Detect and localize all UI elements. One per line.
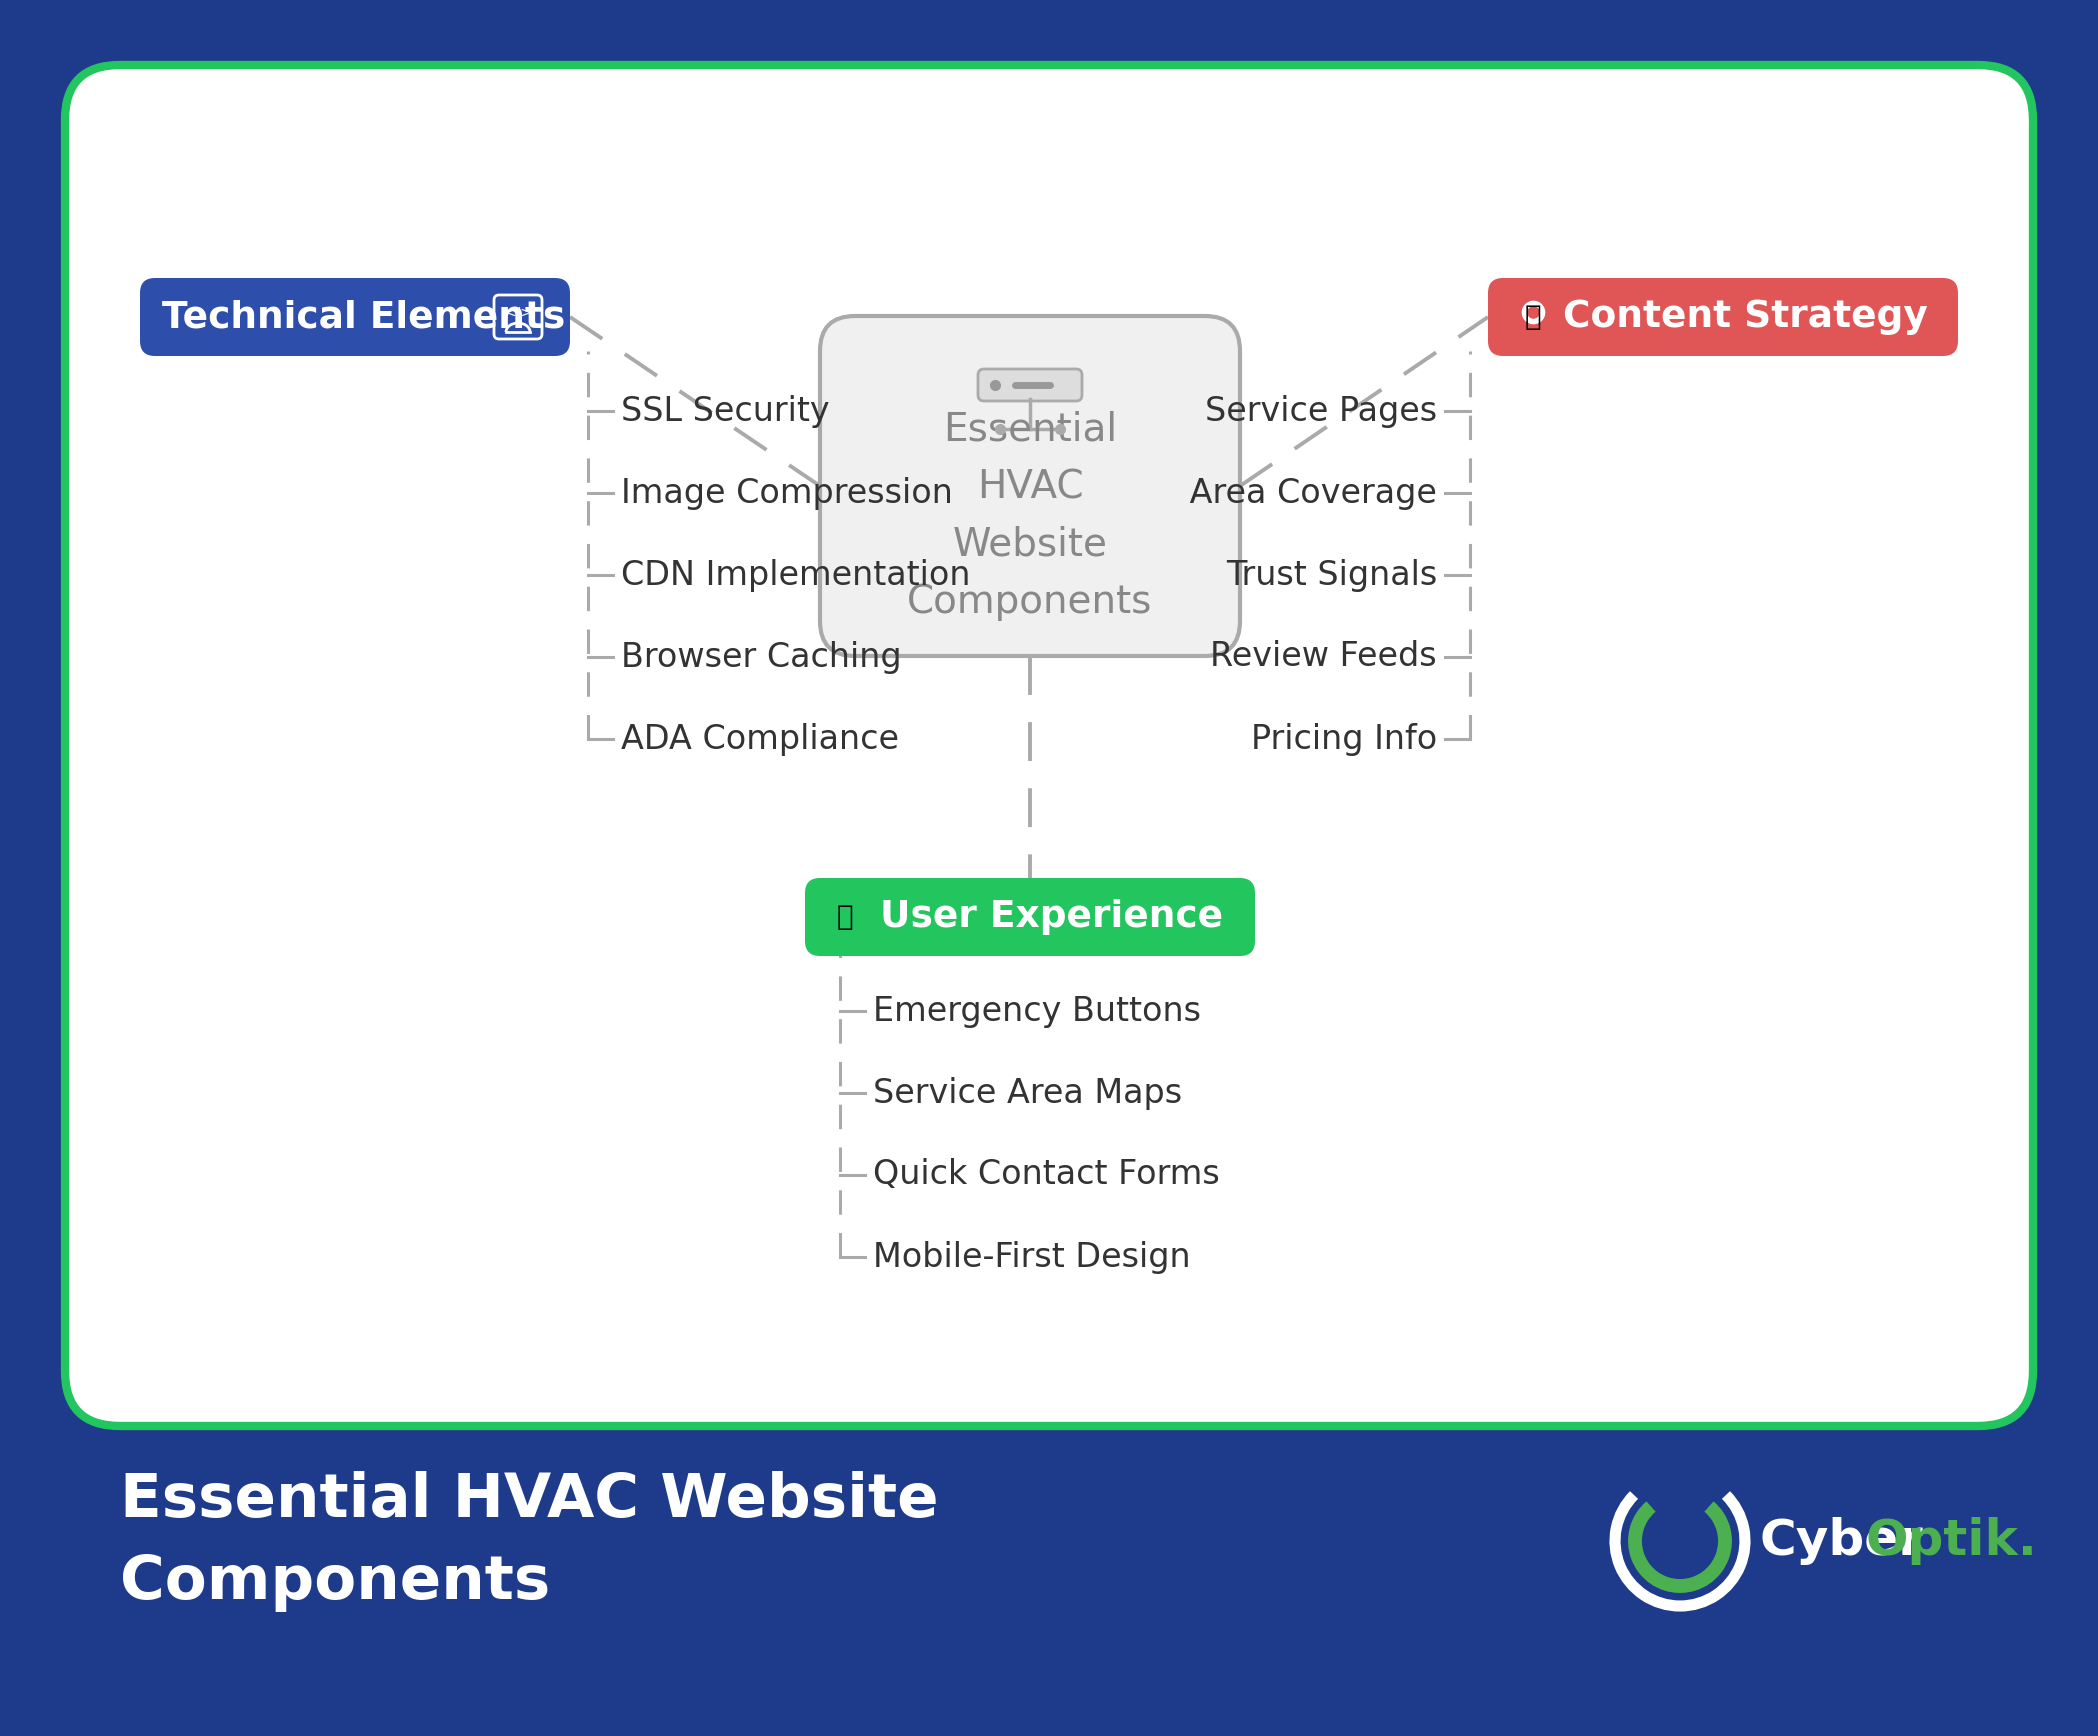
Text: ADA Compliance: ADA Compliance (621, 722, 900, 755)
Text: Technical Elements: Technical Elements (162, 299, 564, 335)
FancyBboxPatch shape (1487, 278, 1957, 356)
Text: Browser Caching: Browser Caching (621, 641, 902, 674)
Text: Area Coverage: Area Coverage (1179, 476, 1437, 509)
Text: 👤: 👤 (837, 903, 854, 930)
Text: Content Strategy: Content Strategy (1563, 299, 1928, 335)
FancyBboxPatch shape (806, 878, 1255, 957)
Text: Essential
HVAC
Website
Components: Essential HVAC Website Components (906, 411, 1152, 621)
Text: Pricing Info: Pricing Info (1250, 722, 1437, 755)
Text: Review Feeds: Review Feeds (1211, 641, 1437, 674)
Text: Mobile-First Design: Mobile-First Design (873, 1241, 1192, 1274)
FancyBboxPatch shape (65, 64, 2033, 1425)
Text: SSL Security: SSL Security (621, 394, 829, 427)
FancyBboxPatch shape (141, 278, 571, 356)
Text: Trust Signals: Trust Signals (1225, 559, 1437, 592)
Text: Service Area Maps: Service Area Maps (873, 1076, 1181, 1109)
Text: Essential HVAC Website
Components: Essential HVAC Website Components (120, 1470, 938, 1611)
Text: </>: </> (504, 306, 533, 319)
Text: 🔔: 🔔 (1525, 304, 1542, 332)
Text: User Experience: User Experience (879, 899, 1223, 936)
FancyBboxPatch shape (820, 316, 1240, 656)
FancyBboxPatch shape (978, 370, 1083, 401)
Text: Cyber: Cyber (1760, 1517, 1924, 1564)
Text: CDN Implementation: CDN Implementation (621, 559, 971, 592)
Text: Quick Contact Forms: Quick Contact Forms (873, 1158, 1219, 1191)
Text: Optik.: Optik. (1865, 1517, 2037, 1564)
Text: Service Pages: Service Pages (1204, 394, 1437, 427)
Text: Emergency Buttons: Emergency Buttons (873, 995, 1200, 1028)
Text: Image Compression: Image Compression (621, 476, 952, 509)
